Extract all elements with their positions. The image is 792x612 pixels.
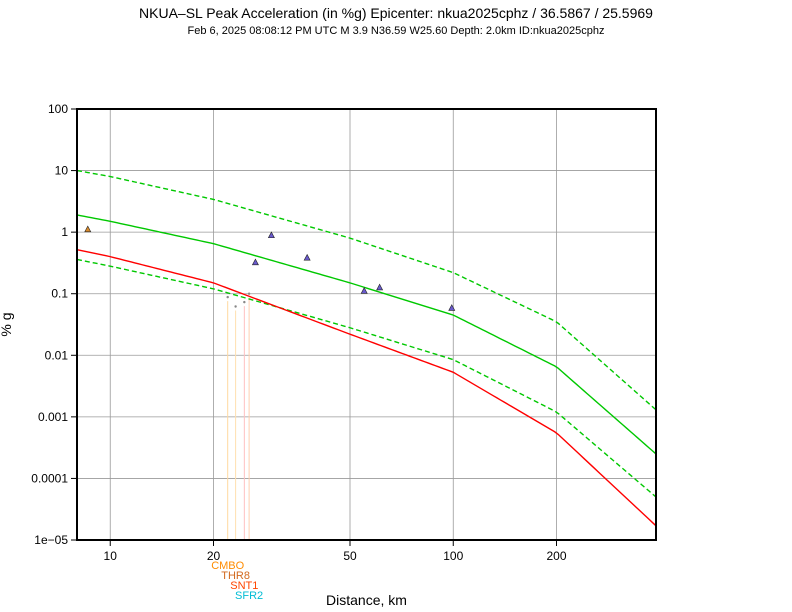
red-curve-line <box>76 248 657 527</box>
plot-frame <box>76 108 657 541</box>
station-dot-marker <box>226 295 229 299</box>
station-dot-marker <box>234 305 237 308</box>
chart-title: NKUA–SL Peak Acceleration (in %g) Epicen… <box>139 5 653 21</box>
station-label: SNT1 <box>230 580 258 592</box>
y-tick-label: 1 <box>61 225 68 239</box>
chart-subtitle: Feb 6, 2025 08:08:12 PM UTC M 3.9 N36.59… <box>187 25 605 37</box>
station-dot-marker <box>243 300 246 304</box>
x-tick-label: 10 <box>104 549 118 563</box>
station-triangle-marker <box>448 304 456 311</box>
x-tick-label: 100 <box>443 549 463 563</box>
station-triangle-marker <box>303 253 311 261</box>
station-triangle-marker <box>267 231 275 239</box>
gmpe-median-line <box>76 214 657 455</box>
station-triangle-marker <box>376 283 384 291</box>
station-dot-marker <box>247 292 251 295</box>
gmpe-upper-line <box>76 169 657 411</box>
station-label: CMBO <box>211 560 244 572</box>
station-triangle-marker <box>84 225 92 233</box>
station-triangle-marker <box>360 287 368 294</box>
gmpe-lower-line <box>76 258 657 498</box>
y-tick-label: 10 <box>55 164 69 178</box>
x-tick-label: 20 <box>207 549 221 563</box>
station-label: THR8 <box>221 570 250 582</box>
y-tick-label: 0.01 <box>45 348 69 362</box>
y-tick-label: 0.1 <box>51 287 68 301</box>
y-tick-label: 100 <box>48 102 68 116</box>
x-tick-label: 50 <box>343 549 357 563</box>
station-label: SFR2 <box>235 590 263 602</box>
y-tick-label: 0.001 <box>38 410 68 424</box>
x-axis-label: Distance, km <box>326 592 407 608</box>
y-tick-label: 1e−05 <box>34 533 68 547</box>
y-tick-label: 0.0001 <box>31 471 68 485</box>
x-tick-label: 200 <box>546 549 566 563</box>
y-axis-label: % g <box>0 312 14 336</box>
station-triangle-marker <box>251 258 259 266</box>
